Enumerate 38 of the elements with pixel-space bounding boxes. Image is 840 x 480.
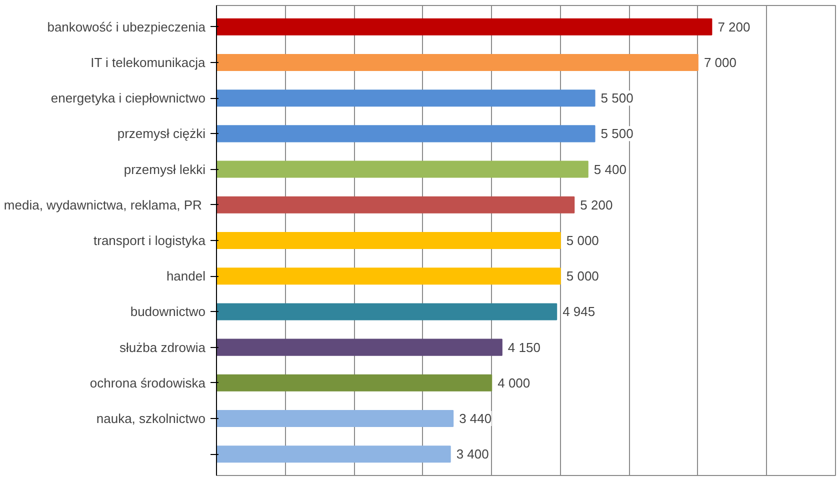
data-label: 4 000	[498, 375, 530, 390]
y-tick-label: handel	[166, 268, 206, 284]
data-label: 3 400	[456, 446, 489, 462]
data-label: 3 440	[459, 411, 492, 426]
data-label: 4 945	[562, 304, 596, 320]
y-tick-label: przemysł ciężki	[117, 126, 206, 142]
bar	[216, 268, 561, 285]
bar	[216, 338, 502, 356]
bar	[216, 374, 492, 392]
y-tick-label: media, wydawnictwa, reklama, PR	[4, 197, 202, 212]
data-label: 4 150	[508, 340, 540, 355]
data-label: 7 200	[718, 19, 750, 34]
data-label: 5 400	[594, 162, 626, 177]
y-tick-label: przemysł lekki	[124, 162, 206, 177]
y-tick-label: ochrona środowiska	[90, 375, 206, 390]
bar	[216, 125, 596, 142]
bar	[216, 446, 451, 463]
bar	[216, 410, 454, 428]
y-tick-label: służba zdrowia	[120, 340, 206, 355]
bar	[216, 90, 596, 107]
data-label: 5 500	[600, 126, 634, 142]
bar	[216, 160, 588, 178]
bar	[216, 18, 712, 36]
y-tick-label: transport i logistyka	[94, 233, 206, 248]
data-label: 5 500	[600, 90, 634, 106]
y-tick-label: energetyka i ciepłownictwo	[50, 90, 206, 106]
y-tick-label: bankowość i ubezpieczenia	[47, 19, 206, 34]
data-label: 7 000	[704, 54, 736, 70]
bar	[216, 54, 698, 71]
y-tick-label: nauka, szkolnictwo	[96, 411, 206, 426]
y-tick-label: budownictwo	[130, 304, 206, 320]
bar	[216, 196, 575, 214]
bar	[216, 303, 558, 320]
y-tick-label: IT i telekomunikacja	[90, 54, 206, 70]
data-label: 5 200	[580, 197, 613, 212]
data-label: 5 000	[566, 233, 599, 248]
bar	[216, 232, 561, 250]
data-label: 5 000	[566, 268, 599, 284]
